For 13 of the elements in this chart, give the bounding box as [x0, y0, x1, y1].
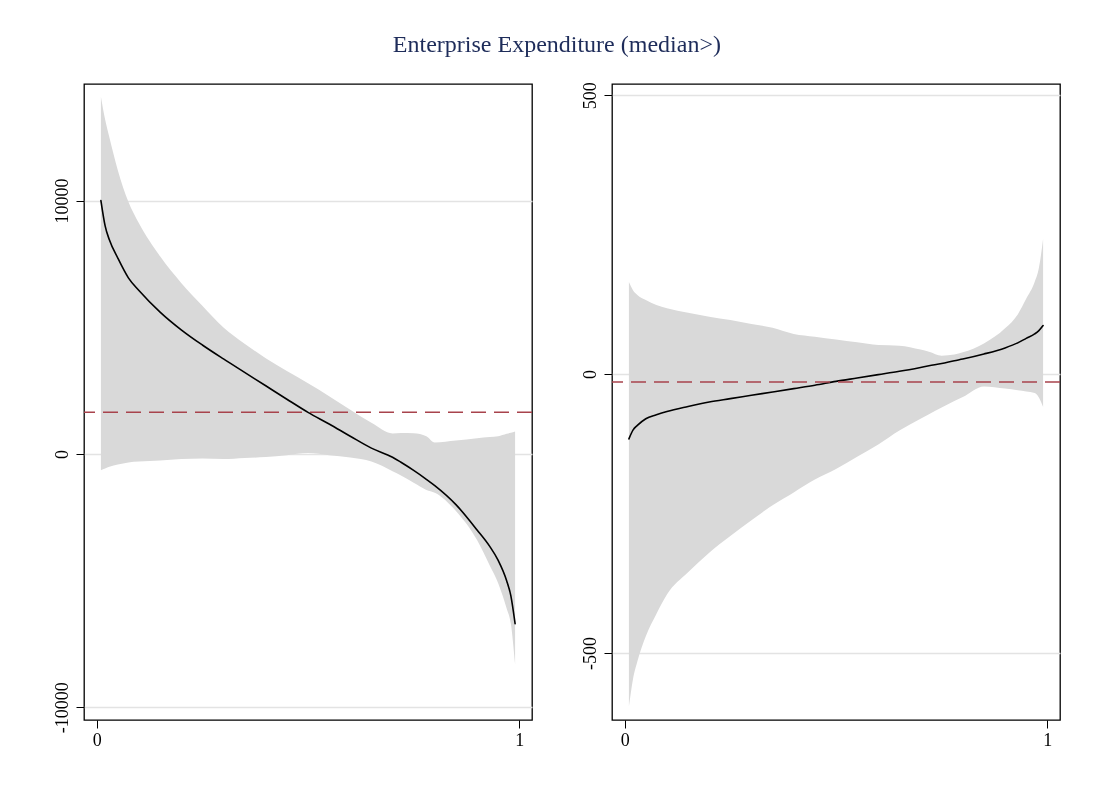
y-tick-label: -500 — [579, 637, 600, 671]
y-tick-label: 0 — [51, 449, 72, 459]
y-tick-label: 500 — [579, 82, 600, 110]
line-series — [100, 199, 516, 625]
x-tick-label: 1 — [515, 729, 525, 750]
x-tick-label: 0 — [620, 729, 630, 750]
y-tick-label: 0 — [579, 370, 600, 380]
line-series — [628, 324, 1044, 440]
x-tick-label: 1 — [1043, 729, 1053, 750]
chart-title: Enterprise Expenditure (median>) — [392, 31, 721, 58]
x-tick-label: 0 — [92, 729, 102, 750]
y-tick-label: 10000 — [51, 178, 72, 224]
y-tick-label: -10000 — [51, 682, 72, 734]
